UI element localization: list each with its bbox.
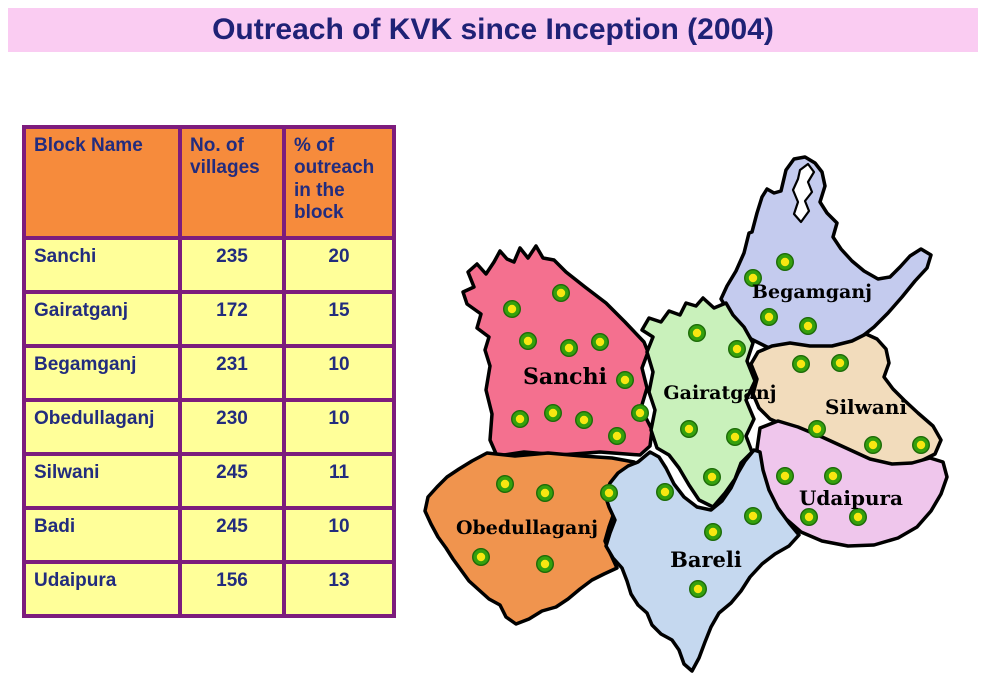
- village-dot-core: [604, 488, 614, 498]
- villages-cell: 235: [178, 236, 286, 294]
- village-dot-core: [780, 471, 790, 481]
- village-dot-core: [635, 408, 645, 418]
- table-row: Udaipura 156 13: [22, 560, 396, 618]
- village-dot-core: [476, 552, 486, 562]
- table-row: Gairatganj 172 15: [22, 290, 396, 348]
- begamganj-notch: [791, 162, 816, 224]
- village-dot-core: [564, 343, 574, 353]
- village-dot-core: [692, 328, 702, 338]
- table-row: Obedullaganj 230 10: [22, 398, 396, 456]
- outreach-cell: 10: [282, 506, 396, 564]
- region-label-begamganj: Begamganj: [752, 281, 872, 303]
- village-dot-core: [732, 344, 742, 354]
- village-dot-core: [804, 512, 814, 522]
- outreach-cell: 11: [282, 452, 396, 510]
- column-header-block-name: Block Name: [22, 125, 182, 240]
- village-dot-core: [515, 414, 525, 424]
- village-dot-core: [868, 440, 878, 450]
- header-row: Block Name No. of villages % of outreach…: [22, 125, 396, 240]
- village-dot-core: [828, 471, 838, 481]
- village-dot-core: [579, 415, 589, 425]
- block-name-cell: Begamganj: [22, 344, 182, 402]
- village-dot-core: [620, 375, 630, 385]
- outreach-cell: 15: [282, 290, 396, 348]
- village-dot-core: [660, 487, 670, 497]
- villages-cell: 245: [178, 452, 286, 510]
- block-name-cell: Silwani: [22, 452, 182, 510]
- outreach-cell: 20: [282, 236, 396, 294]
- village-dot-core: [540, 559, 550, 569]
- village-dot-core: [812, 424, 822, 434]
- table-row: Sanchi 235 20: [22, 236, 396, 294]
- region-sanchi: [461, 244, 654, 458]
- block-name-cell: Badi: [22, 506, 182, 564]
- outreach-table: Block Name No. of villages % of outreach…: [22, 125, 396, 618]
- region-label-obedullaganj: Obedullaganj: [456, 517, 598, 539]
- region-bareli: [603, 448, 801, 673]
- villages-cell: 230: [178, 398, 286, 456]
- region-label-sanchi: Sanchi: [523, 364, 607, 390]
- village-dot-core: [780, 257, 790, 267]
- outreach-cell: 13: [282, 560, 396, 618]
- village-dot-core: [748, 511, 758, 521]
- region-label-bareli: Bareli: [670, 547, 742, 572]
- village-dot-core: [748, 273, 758, 283]
- outreach-cell: 10: [282, 344, 396, 402]
- table-row: Badi 245 10: [22, 506, 396, 564]
- village-dot-core: [708, 527, 718, 537]
- region-label-gairatganj: Gairatganj: [663, 382, 776, 404]
- title-banner: Outreach of KVK since Inception (2004): [8, 8, 978, 52]
- region-begamganj: [719, 155, 933, 356]
- village-dot-core: [540, 488, 550, 498]
- village-dot-core: [764, 312, 774, 322]
- village-dot-core: [916, 440, 926, 450]
- village-dot-core: [595, 337, 605, 347]
- village-dot-core: [500, 479, 510, 489]
- village-dot-core: [835, 358, 845, 368]
- villages-cell: 245: [178, 506, 286, 564]
- village-dot-core: [612, 431, 622, 441]
- village-dot-core: [803, 321, 813, 331]
- village-dot-core: [548, 408, 558, 418]
- village-dot-core: [730, 432, 740, 442]
- slide-title: Outreach of KVK since Inception (2004): [212, 13, 774, 46]
- region-label-silwani: Silwani: [825, 395, 907, 419]
- column-header-outreach: % of outreach in the block: [282, 125, 396, 240]
- villages-cell: 156: [178, 560, 286, 618]
- block-name-cell: Sanchi: [22, 236, 182, 294]
- villages-cell: 172: [178, 290, 286, 348]
- village-dot-core: [523, 336, 533, 346]
- block-name-cell: Gairatganj: [22, 290, 182, 348]
- column-header-villages: No. of villages: [178, 125, 286, 240]
- village-dot-core: [693, 584, 703, 594]
- block-name-cell: Obedullaganj: [22, 398, 182, 456]
- block-name-cell: Udaipura: [22, 560, 182, 618]
- village-dot-core: [556, 288, 566, 298]
- region-gairatganj: [640, 296, 757, 509]
- village-dot-core: [684, 424, 694, 434]
- village-dot-core: [796, 359, 806, 369]
- region-label-udaipura: Udaipura: [799, 486, 903, 510]
- outreach-cell: 10: [282, 398, 396, 456]
- village-dot-core: [507, 304, 517, 314]
- village-dot-core: [707, 472, 717, 482]
- table-row: Begamganj 231 10: [22, 344, 396, 402]
- village-dot-core: [853, 512, 863, 522]
- table-row: Silwani 245 11: [22, 452, 396, 510]
- villages-cell: 231: [178, 344, 286, 402]
